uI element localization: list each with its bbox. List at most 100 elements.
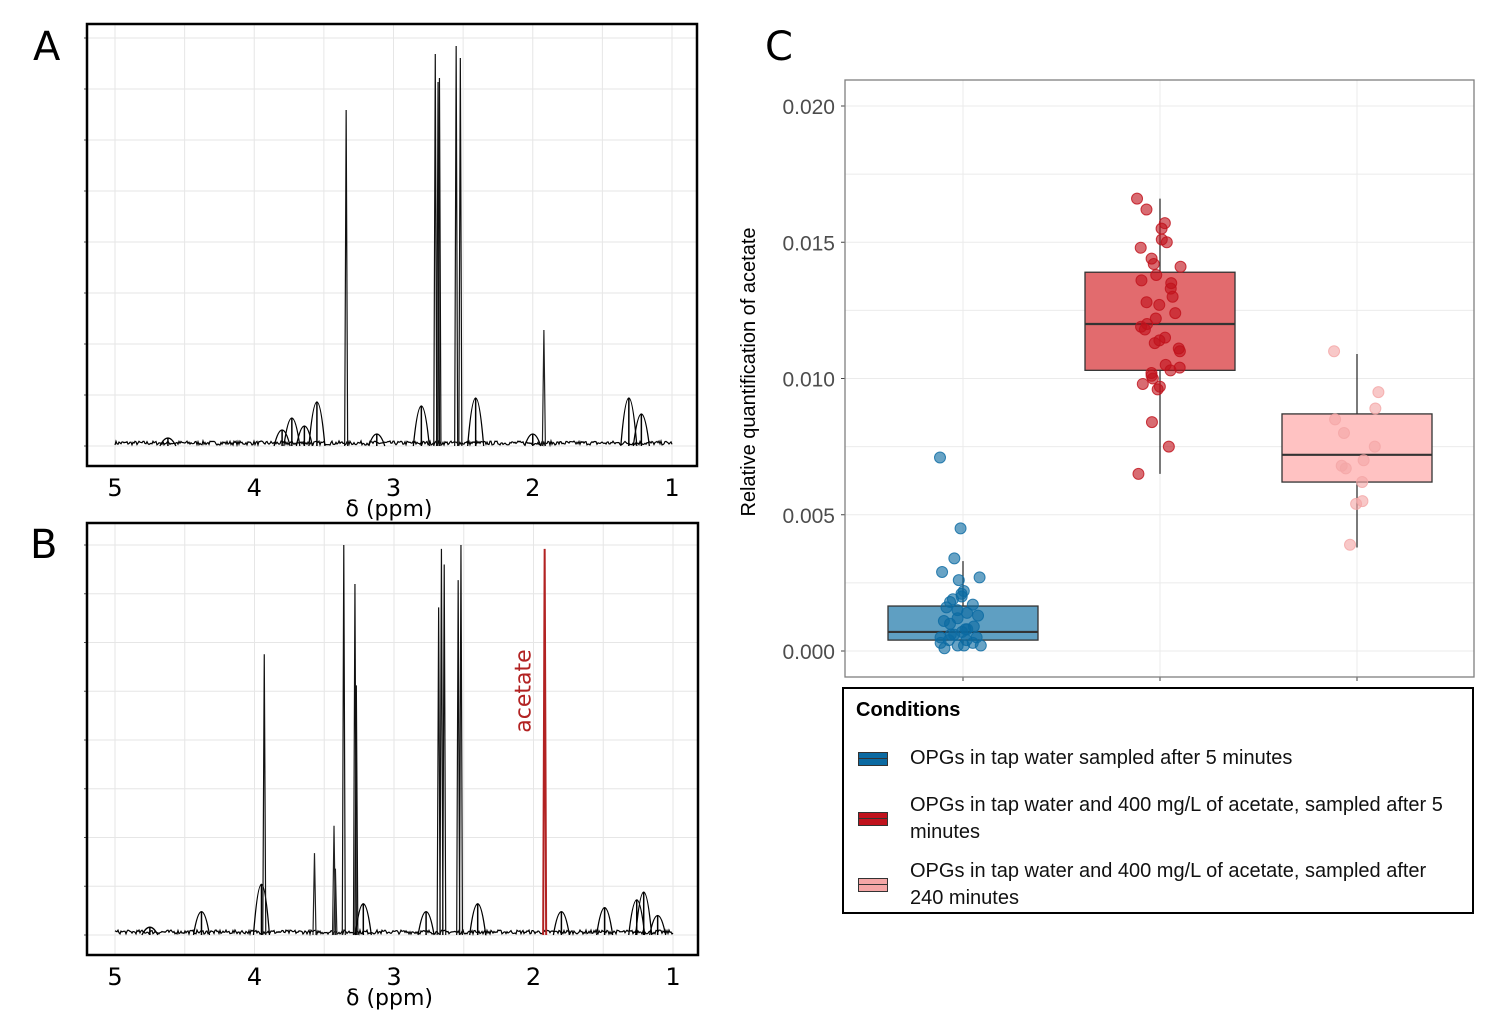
data-point	[966, 598, 979, 611]
data-point	[1174, 260, 1187, 273]
grid	[84, 523, 698, 955]
data-point	[1337, 427, 1350, 439]
spectrum-peak	[344, 109, 349, 447]
legend-label: OPGs in tap water sampled after 5 minute…	[910, 747, 1293, 769]
spectrum-peak	[341, 544, 346, 936]
data-point	[1356, 476, 1369, 489]
x-tick-label: 3	[386, 963, 401, 991]
data-point	[1149, 312, 1162, 325]
spectrum-peak	[439, 548, 444, 936]
legend-title: Conditions	[856, 699, 961, 721]
data-point	[1140, 203, 1153, 216]
data-point	[952, 574, 965, 587]
data-point	[1132, 467, 1145, 480]
x-tick-label: 1	[665, 963, 680, 991]
data-point	[1369, 402, 1382, 415]
y-tick-label: 0.000	[782, 641, 835, 664]
plot-frame	[85, 22, 699, 468]
spectrum-a: 5 4 3 2 1 δ (ppm)	[84, 22, 699, 522]
box	[1281, 413, 1433, 483]
plot-frame	[85, 521, 700, 957]
spectrum-peak	[542, 548, 548, 936]
data-point	[1350, 497, 1363, 510]
spectrum-peak	[442, 564, 447, 936]
x-tick-label: 3	[386, 474, 401, 502]
spectrum-peak	[354, 685, 359, 936]
series-0	[887, 451, 1039, 655]
data-point	[1339, 462, 1352, 475]
data-point	[1329, 413, 1342, 426]
data-point	[938, 642, 951, 655]
data-point	[1169, 307, 1182, 320]
grid	[84, 24, 697, 466]
acetate-annotation: acetate	[512, 649, 537, 732]
data-point	[944, 617, 957, 630]
data-point	[1328, 345, 1341, 358]
spectrum-peak	[333, 868, 338, 936]
data-point	[940, 601, 953, 614]
spectrum-peak	[435, 81, 441, 447]
y-tick-label: 0.020	[782, 96, 835, 119]
data-point	[1368, 440, 1381, 453]
data-point	[1153, 298, 1166, 311]
x-tick-label: 5	[107, 474, 122, 502]
x-tick-label: 4	[247, 474, 262, 502]
plot-frame	[844, 79, 1475, 678]
data-point	[1140, 296, 1153, 309]
x-tick-label: 1	[664, 474, 679, 502]
y-axis-label: Relative quantification of acetate	[738, 227, 760, 516]
panel-label-b: B	[30, 522, 58, 568]
legend-key-blue	[858, 751, 888, 766]
data-point	[1357, 454, 1370, 467]
legend-item-blue: OPGs in tap water sampled after 5 minute…	[858, 745, 1450, 772]
data-point	[1148, 337, 1161, 350]
spectrum-peak	[541, 329, 546, 447]
data-point	[961, 606, 974, 619]
data-point	[1162, 440, 1175, 453]
data-point	[1344, 538, 1357, 551]
spectrum-baseline	[114, 438, 673, 448]
spectrum-baseline	[114, 927, 674, 937]
panel-label-a: A	[33, 24, 61, 70]
spectrum-peak	[458, 57, 463, 447]
x-tick-label: 5	[107, 963, 122, 991]
data-point	[934, 451, 947, 464]
series-2	[1281, 345, 1433, 551]
data-point	[1173, 345, 1186, 358]
spectrum-peak	[456, 580, 461, 936]
data-point	[1155, 222, 1168, 235]
data-point	[1150, 268, 1163, 281]
spectrum-peak	[454, 45, 459, 447]
data-point	[974, 639, 987, 652]
y-tick-label: 0.005	[782, 505, 835, 528]
data-point	[1136, 377, 1149, 390]
spectrum-b: 5 4 3 2 1 δ (ppm) acetate	[84, 521, 700, 1011]
data-point	[972, 609, 985, 622]
legend: Conditions OPGs in tap water sampled aft…	[842, 687, 1474, 914]
legend-key-red	[858, 812, 888, 826]
data-point	[1138, 323, 1151, 336]
data-point	[1151, 383, 1164, 396]
data-point	[954, 522, 967, 535]
x-tick-label: 2	[525, 474, 540, 502]
boxplot-c: 0.000 0.005 0.010 0.015 0.020 Relative quanti…	[738, 79, 1475, 681]
data-point	[1145, 416, 1158, 429]
x-axis-label: δ (ppm)	[346, 986, 433, 1011]
data-point	[1164, 364, 1177, 377]
data-point	[1160, 236, 1173, 249]
legend-item-pink: OPGs in tap water and 400 mg/L of acetat…	[858, 858, 1450, 912]
legend-item-red: OPGs in tap water and 400 mg/L of acetat…	[858, 792, 1450, 846]
data-point	[1134, 241, 1147, 254]
panel-label-c: C	[765, 24, 793, 70]
data-point	[936, 565, 949, 578]
spectrum-peak	[458, 544, 464, 936]
data-point	[1372, 386, 1385, 399]
data-point	[1135, 274, 1148, 287]
series-1	[1084, 192, 1236, 480]
spectrum-peak	[312, 853, 317, 936]
spectrum-peak	[436, 607, 441, 936]
x-axis-label: δ (ppm)	[346, 497, 433, 522]
legend-label: OPGs in tap water and 400 mg/L of acetat…	[910, 860, 1427, 909]
spectrum-peak	[262, 654, 267, 936]
data-point	[948, 552, 961, 565]
